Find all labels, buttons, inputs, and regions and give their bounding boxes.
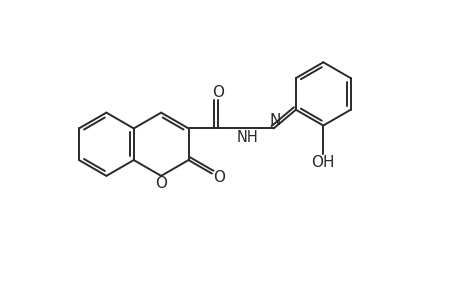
Text: NH: NH — [236, 130, 257, 145]
Text: OH: OH — [311, 154, 334, 169]
Text: O: O — [213, 170, 224, 185]
Text: O: O — [211, 85, 223, 100]
Text: O: O — [155, 176, 167, 191]
Text: N: N — [269, 113, 280, 128]
